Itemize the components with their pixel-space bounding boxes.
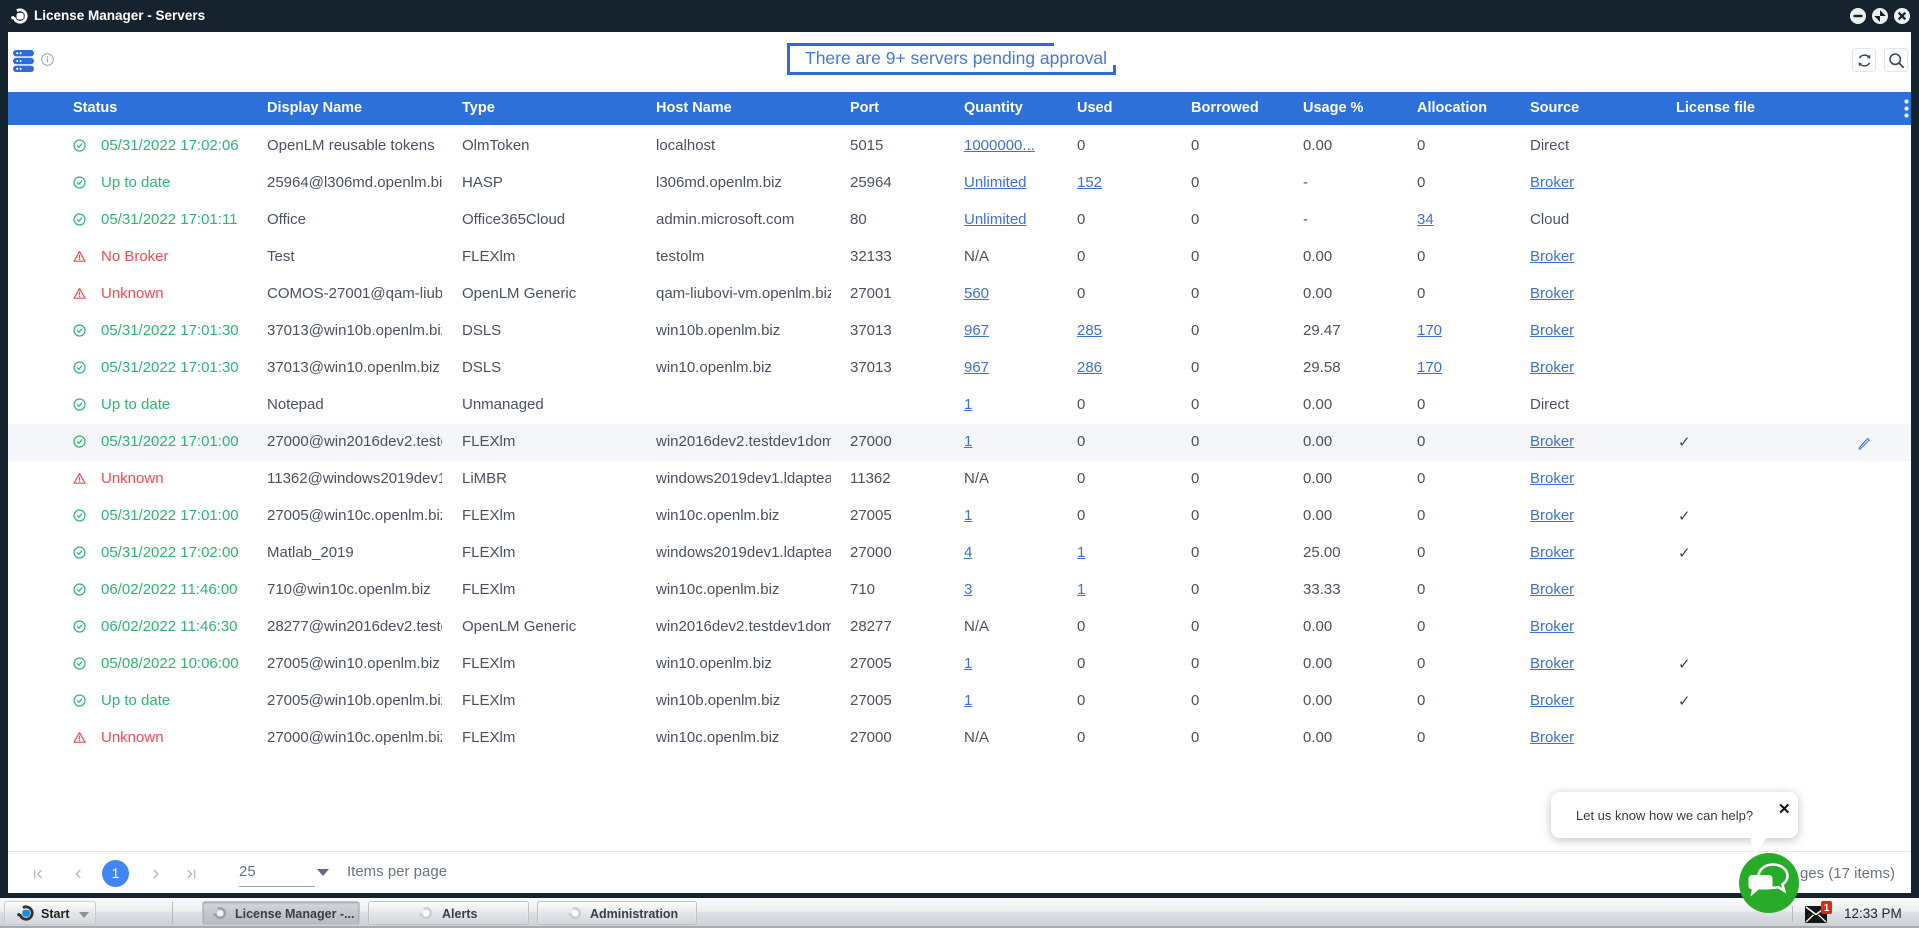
svg-text:1: 1 [1824,903,1830,914]
